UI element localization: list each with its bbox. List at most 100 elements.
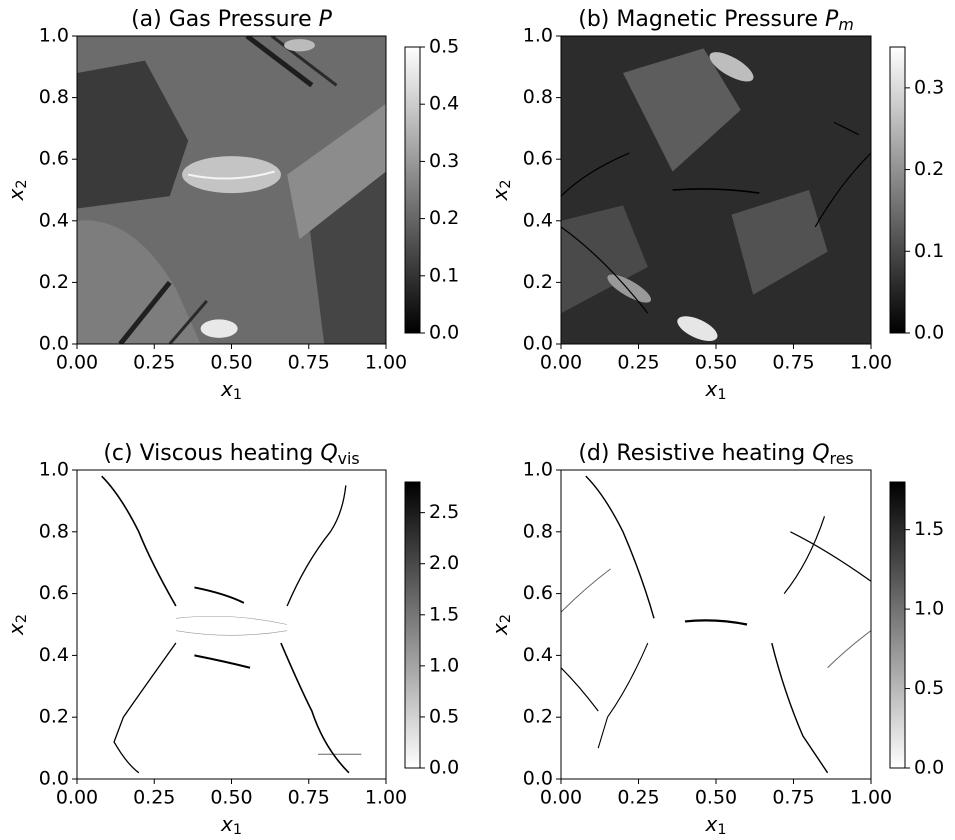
title-text: (b) Magnetic Pressure xyxy=(578,7,818,32)
x-tick-label: 0.25 xyxy=(133,352,175,374)
x-axis-label: x1 xyxy=(705,812,727,839)
field-image xyxy=(561,470,871,779)
field-feature xyxy=(607,274,652,303)
colorbar-tick-label: 0.3 xyxy=(914,76,944,98)
y-tick-label: 0.8 xyxy=(39,86,69,108)
y-tick-label: 0.6 xyxy=(523,582,553,604)
field-feature xyxy=(561,205,648,314)
y-tick-label: 0.2 xyxy=(39,706,69,728)
x-tick-label: 1.00 xyxy=(365,787,407,809)
chart-title: (a) Gas Pressure P xyxy=(131,7,333,32)
y-axis-label: x2 xyxy=(488,180,515,202)
chart-title: (c) Viscous heating Qvis xyxy=(103,441,359,468)
x-axis-symbol: x xyxy=(705,812,718,836)
x-axis-symbol: x xyxy=(220,377,233,401)
y-tick-label: 0.4 xyxy=(39,644,69,666)
title-subscript: vis xyxy=(338,449,360,468)
field-feature xyxy=(828,631,871,668)
y-tick-label: 0.0 xyxy=(39,768,69,790)
field-feature xyxy=(586,476,654,618)
x-tick-label: 1.00 xyxy=(850,787,892,809)
x-tick-label: 0.75 xyxy=(288,787,330,809)
colorbar xyxy=(404,481,421,769)
colorbar-tick-label: 0.4 xyxy=(429,93,459,115)
y-axis-label: x2 xyxy=(4,614,31,636)
field-feature xyxy=(188,172,275,179)
y-axis-subscript: 2 xyxy=(498,614,514,623)
field-image xyxy=(561,36,871,344)
field-feature xyxy=(77,60,189,209)
field-feature xyxy=(561,569,611,612)
y-tick-label: 0.4 xyxy=(523,209,553,231)
y-axis-symbol: x xyxy=(4,189,28,202)
field-feature xyxy=(120,282,169,344)
y-tick-label: 0.6 xyxy=(523,148,553,170)
field-feature xyxy=(182,156,281,194)
x-axis-label: x1 xyxy=(220,812,242,839)
y-tick-label: 0.0 xyxy=(39,333,69,355)
x-tick-label: 0.50 xyxy=(210,787,252,809)
field-feature xyxy=(685,620,747,624)
x-tick-label: 0.75 xyxy=(288,352,330,374)
title-symbol: P xyxy=(825,7,839,32)
y-axis-subscript: 2 xyxy=(14,180,30,189)
field-feature xyxy=(77,220,201,344)
field-feature xyxy=(561,668,598,711)
y-tick-label: 0.8 xyxy=(523,520,553,542)
colorbar-tick-label: 0.2 xyxy=(429,207,459,229)
x-axis-subscript: 1 xyxy=(717,387,726,403)
field-feature xyxy=(784,516,824,593)
colorbar-tick-label: 0.0 xyxy=(914,757,944,779)
field-feature xyxy=(287,103,386,240)
y-tick-label: 0.2 xyxy=(39,271,69,293)
y-tick-label: 0.2 xyxy=(523,706,553,728)
field-feature xyxy=(623,48,741,172)
colorbar xyxy=(889,481,906,769)
x-axis-subscript: 1 xyxy=(717,822,726,838)
colorbar-tick-label: 0.2 xyxy=(914,158,944,180)
field-feature xyxy=(561,153,629,196)
field-feature xyxy=(598,643,648,748)
colorbar-tick-label: 1.5 xyxy=(429,603,459,625)
field-feature xyxy=(272,36,337,85)
field-feature xyxy=(200,319,238,338)
y-tick-label: 0.0 xyxy=(523,333,553,355)
field-image xyxy=(77,470,386,779)
x-axis-subscript: 1 xyxy=(233,387,242,403)
y-axis-subscript: 2 xyxy=(14,614,30,623)
y-tick-label: 0.4 xyxy=(523,644,553,666)
y-axis-symbol: x xyxy=(488,189,512,202)
x-tick-label: 1.00 xyxy=(850,352,892,374)
field-feature xyxy=(284,39,315,52)
field-feature xyxy=(77,470,386,779)
field-feature xyxy=(170,301,207,344)
title-symbol: Q xyxy=(320,441,337,466)
colorbar-tick-label: 1.0 xyxy=(429,654,459,676)
title-text: (d) Resistive heating xyxy=(578,441,805,466)
field-feature xyxy=(194,655,250,667)
colorbar-tick-label: 0.3 xyxy=(429,150,459,172)
y-tick-label: 0.2 xyxy=(523,271,553,293)
colorbar xyxy=(889,46,906,334)
title-subscript: m xyxy=(838,15,853,34)
x-tick-label: 0.50 xyxy=(695,787,737,809)
field-feature xyxy=(790,532,871,581)
x-tick-label: 0.75 xyxy=(772,787,814,809)
colorbar-tick-label: 0.1 xyxy=(429,264,459,286)
x-tick-label: 0.00 xyxy=(56,787,98,809)
y-axis-subscript: 2 xyxy=(498,180,514,189)
x-tick-label: 0.25 xyxy=(617,787,659,809)
y-tick-label: 1.0 xyxy=(39,459,69,481)
x-axis-subscript: 1 xyxy=(233,822,242,838)
colorbar-tick-label: 1.5 xyxy=(914,518,944,540)
field-feature xyxy=(281,643,349,773)
y-tick-label: 0.4 xyxy=(39,209,69,231)
field-feature xyxy=(114,643,176,773)
field-feature xyxy=(287,485,346,606)
field-feature xyxy=(815,153,871,227)
field-feature xyxy=(561,227,648,313)
y-axis-label: x2 xyxy=(488,614,515,636)
x-axis-label: x1 xyxy=(705,377,727,404)
field-feature xyxy=(709,52,754,82)
